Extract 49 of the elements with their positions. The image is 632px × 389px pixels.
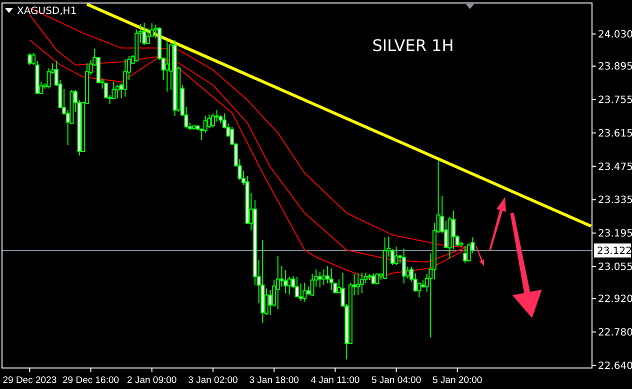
candlestick: [310, 274, 314, 296]
candlestick: [417, 282, 422, 298]
y-tick-label: 23.335: [598, 195, 632, 206]
candlestick: [210, 112, 215, 128]
x-tick-label: 2 Jan 09:00: [127, 375, 177, 386]
y-tick-label: 23.055: [598, 262, 632, 273]
y-tick-label: 23.895: [598, 62, 632, 73]
y-tick-label: 23.475: [598, 162, 632, 173]
candlestick: [116, 84, 120, 99]
y-tick-label: 22.780: [598, 328, 632, 338]
candlestick: [207, 114, 212, 129]
candlestick: [463, 245, 468, 264]
candlestick: [142, 22, 146, 46]
candlestick: [112, 81, 116, 100]
candlestick: [322, 268, 326, 286]
candlestick: [318, 271, 322, 288]
candlestick: [402, 248, 406, 284]
y-tick-label: 23.195: [598, 228, 632, 240]
candlestick: [28, 52, 32, 66]
candlestick: [371, 272, 376, 285]
y-tick-label: 23.755: [598, 95, 632, 106]
candlestick: [360, 272, 364, 294]
x-tick-label: 29 Dec 2023: [2, 375, 57, 386]
candlestick: [356, 272, 360, 296]
candlestick: [268, 290, 272, 316]
x-tick-label: 5 Jan 04:00: [371, 375, 422, 386]
y-tick-label: 22.920: [598, 294, 632, 306]
candlestick: [452, 210, 456, 250]
candlestick: [276, 255, 280, 310]
candlestick: [302, 282, 307, 302]
candlestick: [394, 246, 398, 266]
y-tick-label: 24.030: [598, 29, 632, 40]
text: SILVER 1H: [372, 36, 454, 55]
candlestick: [284, 270, 288, 294]
candlestick: [123, 58, 128, 98]
y-tick-label: 22.640: [598, 360, 632, 372]
candlestick: [165, 40, 170, 92]
ref-line-label: 23.122: [597, 246, 632, 257]
candlestick: [295, 276, 299, 298]
x-tick-label: 5 Jan 20:00: [432, 375, 482, 386]
candlestick: [214, 110, 219, 122]
x-tick-label: 4 Jan 11:00: [310, 375, 360, 386]
y-tick-label: 23.615: [598, 128, 632, 140]
candlestick: [329, 268, 334, 291]
x-tick-label: 3 Jan 02:00: [188, 375, 238, 386]
x-tick-label: 29 Dec 16:00: [62, 375, 120, 386]
candlestick: [146, 28, 150, 45]
candlestick: [46, 68, 51, 89]
x-tick-label: 3 Jan 18:00: [249, 375, 299, 386]
